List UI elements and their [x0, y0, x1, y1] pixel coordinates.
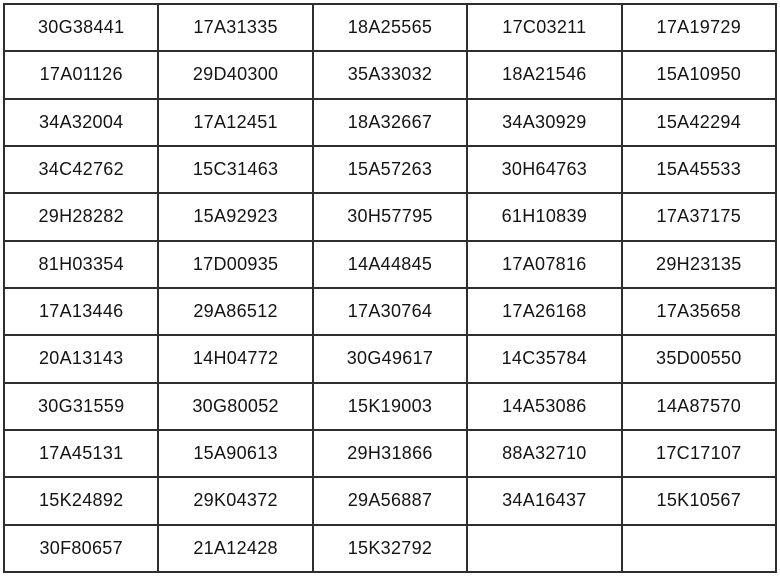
table-cell: 17C03211: [466, 2, 623, 53]
table-cell: 15K10567: [620, 476, 778, 526]
table-cell: 30G38441: [2, 2, 160, 53]
table-cell: 15K24892: [2, 476, 160, 526]
table-cell: 17A26168: [466, 286, 623, 337]
table-cell: 81H03354: [2, 239, 160, 289]
table-cell: 17A01126: [2, 50, 160, 100]
table-cell: 29A56887: [311, 476, 469, 526]
table-cell: 29H31866: [311, 428, 469, 479]
table-row: 30F80657 21A12428 15K32792: [2, 523, 778, 574]
table-cell: 88A32710: [466, 428, 623, 479]
table-cell: 17A31335: [157, 2, 314, 53]
table-cell: 17A19729: [620, 2, 778, 53]
table-cell: 14A87570: [620, 381, 778, 431]
table-cell: 30H57795: [311, 192, 469, 242]
table-cell: 18A21546: [466, 50, 623, 100]
table-cell: 61H10839: [466, 192, 623, 242]
table-cell: 20A13143: [2, 334, 160, 384]
table-row: 17A01126 29D40300 35A33032 18A21546 15A10950: [2, 50, 778, 100]
table-cell: 17A13446: [2, 286, 160, 337]
table-cell: 17A35658: [620, 286, 778, 337]
table-cell: 34A32004: [2, 97, 160, 147]
table-cell: 15A90613: [157, 428, 314, 479]
table-cell: 15A10950: [620, 50, 778, 100]
table-cell: 18A25565: [311, 2, 469, 53]
table-cell: 15C31463: [157, 144, 314, 195]
table-cell: 29D40300: [157, 50, 314, 100]
table-cell: 14H04772: [157, 334, 314, 384]
table-cell: 30H64763: [466, 144, 623, 195]
table-cell: 29K04372: [157, 476, 314, 526]
table-cell: 30G80052: [157, 381, 314, 431]
table-cell: 14C35784: [466, 334, 623, 384]
table-cell: 17A37175: [620, 192, 778, 242]
table-cell: 17A30764: [311, 286, 469, 337]
table-row: 34A32004 17A12451 18A32667 34A30929 15A42294: [2, 97, 778, 147]
table-cell: 29A86512: [157, 286, 314, 337]
table-cell: 34C42762: [2, 144, 160, 195]
table-cell: 14A53086: [466, 381, 623, 431]
table-row: 30G31559 30G80052 15K19003 14A53086 14A87570: [2, 381, 778, 431]
table-cell: [466, 523, 623, 574]
table-row: 30G38441 17A31335 18A25565 17C03211 17A19729: [2, 2, 778, 53]
table-cell: 29H28282: [2, 192, 160, 242]
table-cell: 17D00935: [157, 239, 314, 289]
table-row: 20A13143 14H04772 30G49617 14C35784 35D00550: [2, 334, 778, 384]
table-cell: 30F80657: [2, 523, 160, 574]
table-row: 17A45131 15A90613 29H31866 88A32710 17C17107: [2, 428, 778, 479]
table-row: 34C42762 15C31463 15A57263 30H64763 15A45533: [2, 144, 778, 195]
table-cell: 29H23135: [620, 239, 778, 289]
table-cell: 17A12451: [157, 97, 314, 147]
table-cell: 15A92923: [157, 192, 314, 242]
table-cell: 30G49617: [311, 334, 469, 384]
table-cell: 17A45131: [2, 428, 160, 479]
table-cell: 35A33032: [311, 50, 469, 100]
table-cell: 15A57263: [311, 144, 469, 195]
table-cell: 18A32667: [311, 97, 469, 147]
table-cell: 35D00550: [620, 334, 778, 384]
table-cell: 30G31559: [2, 381, 160, 431]
table-row: 17A13446 29A86512 17A30764 17A26168 17A35658: [2, 286, 778, 337]
table-cell: 15A42294: [620, 97, 778, 147]
table-cell: 34A30929: [466, 97, 623, 147]
table-cell: 17A07816: [466, 239, 623, 289]
table-cell: 21A12428: [157, 523, 314, 574]
table-cell: 34A16437: [466, 476, 623, 526]
table-row: 81H03354 17D00935 14A44845 17A07816 29H23135: [2, 239, 778, 289]
table-cell: 15K32792: [311, 523, 469, 574]
table-cell: 14A44845: [311, 239, 469, 289]
table-row: 15K24892 29K04372 29A56887 34A16437 15K10567: [2, 476, 778, 526]
table-cell: 17C17107: [620, 428, 778, 479]
table-cell: 15K19003: [311, 381, 469, 431]
table-cell: [620, 523, 778, 574]
table-cell: 15A45533: [620, 144, 778, 195]
table-row: 29H28282 15A92923 30H57795 61H10839 17A37175: [2, 192, 778, 242]
